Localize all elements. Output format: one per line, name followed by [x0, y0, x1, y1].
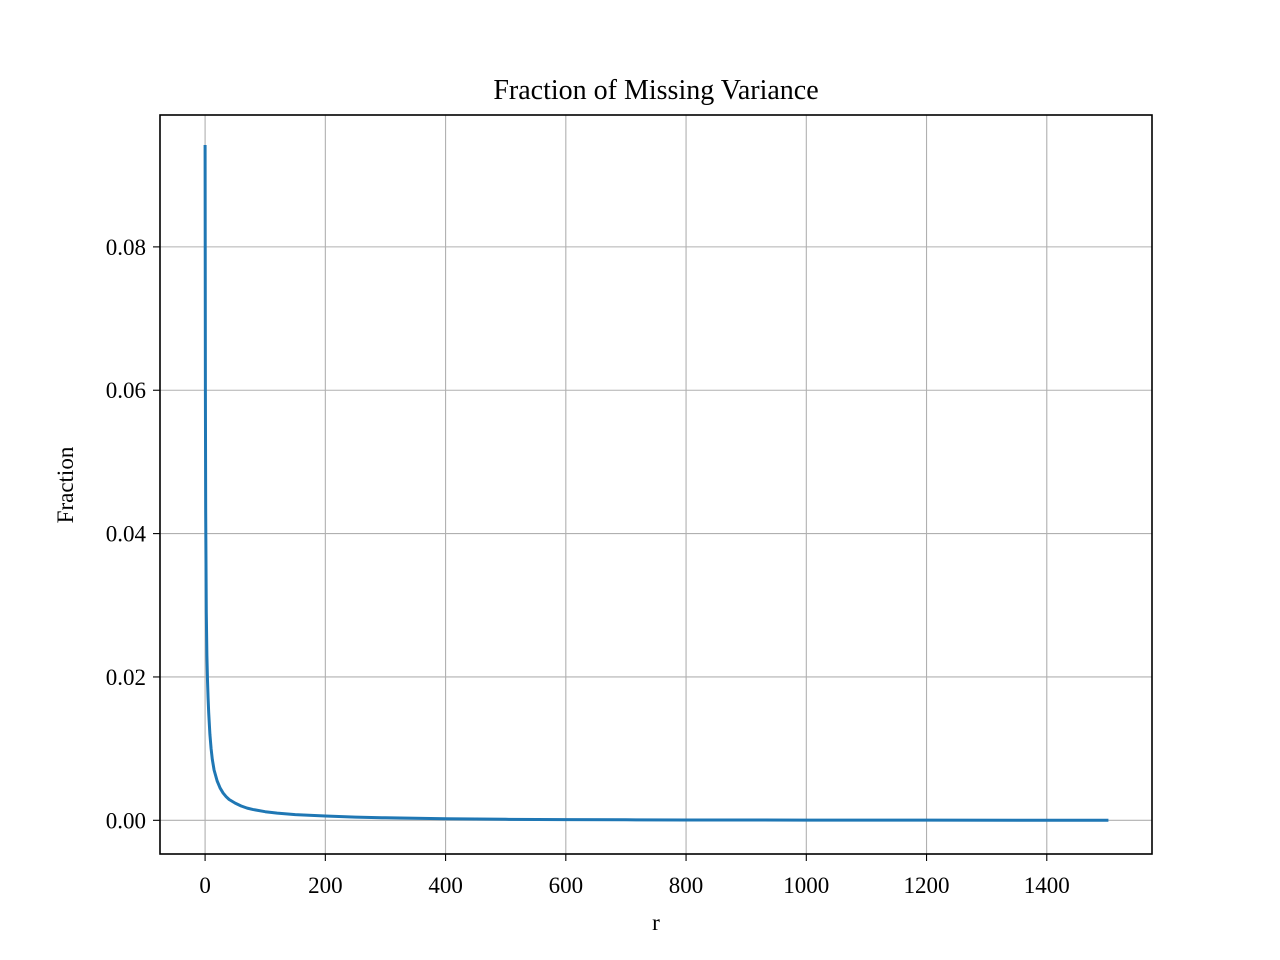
x-tick-label: 1400 [1024, 873, 1070, 898]
x-axis: 0 200 400 600 800 1000 1200 1400 [199, 854, 1070, 898]
y-tick-label: 0.02 [106, 665, 146, 690]
x-tick-label: 600 [549, 873, 584, 898]
x-tick-label: 400 [428, 873, 463, 898]
axes-frame [159, 114, 1153, 855]
x-tick-label: 1200 [904, 873, 950, 898]
y-axis-title: Fraction [53, 446, 78, 523]
series-line [203, 145, 1109, 822]
y-tick-label: 0.00 [106, 808, 146, 833]
y-tick-label: 0.08 [106, 235, 146, 260]
y-tick-label: 0.06 [106, 378, 146, 403]
series-layer [203, 145, 1109, 822]
x-axis-title: r [652, 910, 660, 935]
chart-title: Fraction of Missing Variance [493, 75, 818, 106]
x-tick-label: 800 [669, 873, 704, 898]
plot-area [159, 114, 1153, 855]
x-tick-label: 1000 [783, 873, 829, 898]
y-tick-label: 0.04 [106, 522, 147, 547]
x-tick-label: 0 [199, 873, 211, 898]
x-tick-label: 200 [308, 873, 343, 898]
grid [160, 115, 1152, 854]
y-axis: 0.00 0.02 0.04 0.06 0.08 [106, 235, 160, 833]
